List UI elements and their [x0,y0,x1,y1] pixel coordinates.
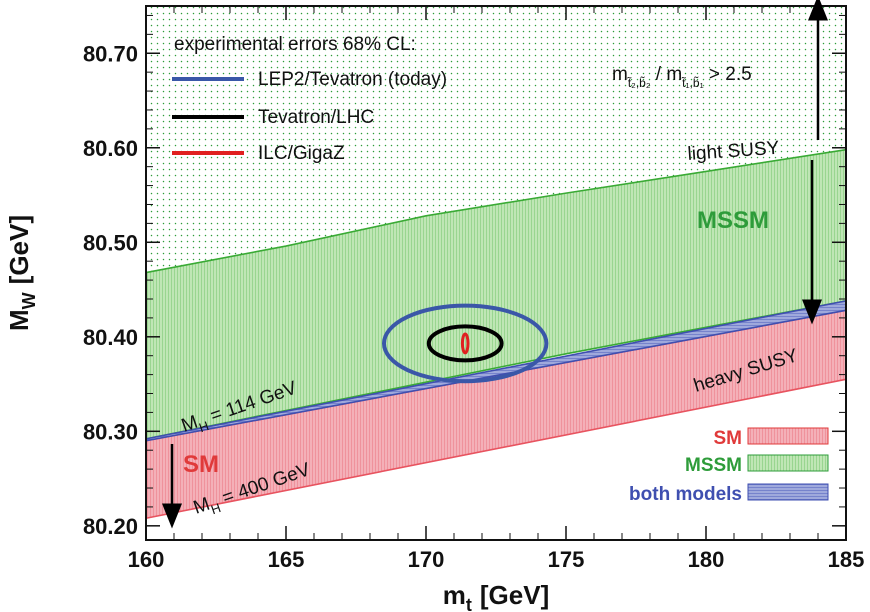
key-swatch-both [747,483,829,501]
legend-label-lep2: LEP2/Tevatron (today) [258,69,447,90]
y-axis-label-sub: W [19,292,39,309]
x-tick-label: 170 [408,547,445,572]
y-axis-label-unit: [GeV] [4,215,34,284]
mh-114-sub: H [197,418,211,435]
mssm-region-label: MSSM [697,207,769,234]
y-tick-label: 80.50 [83,230,138,255]
model-key: SM MSSM both models [629,427,829,505]
ellipses-layer [382,303,549,384]
x-axis-label-unit: [GeV] [480,580,549,610]
plot-frame [145,5,847,541]
band-sm-lower-edge [145,378,847,520]
ratio-slash: / m [651,64,683,85]
x-tick-label: 185 [828,547,865,572]
mh-400-m: M [191,494,213,519]
legend: experimental errors 68% CL: LEP2/Tevatro… [172,34,447,164]
key-label-sm: SM [714,428,743,449]
legend-title: experimental errors 68% CL: [174,34,416,55]
key-swatch-sm [747,427,829,445]
x-tick-label: 160 [128,547,165,572]
ticks-layer: 160 165 170 175 180 185 80.20 80.30 80.40 80.50 80… [83,6,864,572]
x-tick-label: 175 [548,547,585,572]
x-axis-label-sub: t [466,595,472,612]
y-tick-label: 80.40 [83,325,138,350]
x-tick-label: 165 [268,547,305,572]
key-label-both: both models [629,484,742,505]
band-both-models-lower-edge [145,309,847,442]
band-sm [146,310,846,519]
y-axis-label: MW [GeV] [4,215,39,331]
ratio-sub2: t̃₁,b̃₁ [681,75,704,90]
x-tick-label: 180 [688,547,725,572]
y-tick-label: 80.30 [83,419,138,444]
mh-400-sub: H [209,500,223,517]
ellipse-ilc-gigaz [460,332,470,355]
key-swatch-mssm [747,454,829,472]
y-axis-label-main: M [4,309,34,331]
ratio-m1: m [612,64,628,85]
ratio-annotation: mt̃₂,b̃₂ / mt̃₁,b̃₁ > 2.5 [612,64,752,90]
ratio-sub1: t̃₂,b̃₂ [626,75,650,90]
band-mssm [146,149,846,439]
mh-114-m: M [179,412,201,437]
legend-label-lhc: Tevatron/LHC [258,107,374,128]
y-tick-label: 80.60 [83,136,138,161]
legend-label-ilc: ILC/GigaZ [258,143,345,164]
ellipse-tevatron-lhc [426,324,504,363]
ratio-rest: > 2.5 [704,64,752,85]
bands-layer [145,6,847,520]
key-label-mssm: MSSM [685,455,742,476]
band-both-models-upper-edge [145,300,847,440]
y-tick-label: 80.20 [83,514,138,539]
region-above-mssm [146,6,846,273]
y-tick-label: 80.70 [83,41,138,66]
x-axis-label: mt [GeV] [443,580,549,612]
ellipse-lep2-tevatron [382,303,549,384]
sm-region-label: SM [183,451,219,478]
x-axis-label-main: m [443,580,466,610]
band-mssm-upper-edge [145,148,847,274]
